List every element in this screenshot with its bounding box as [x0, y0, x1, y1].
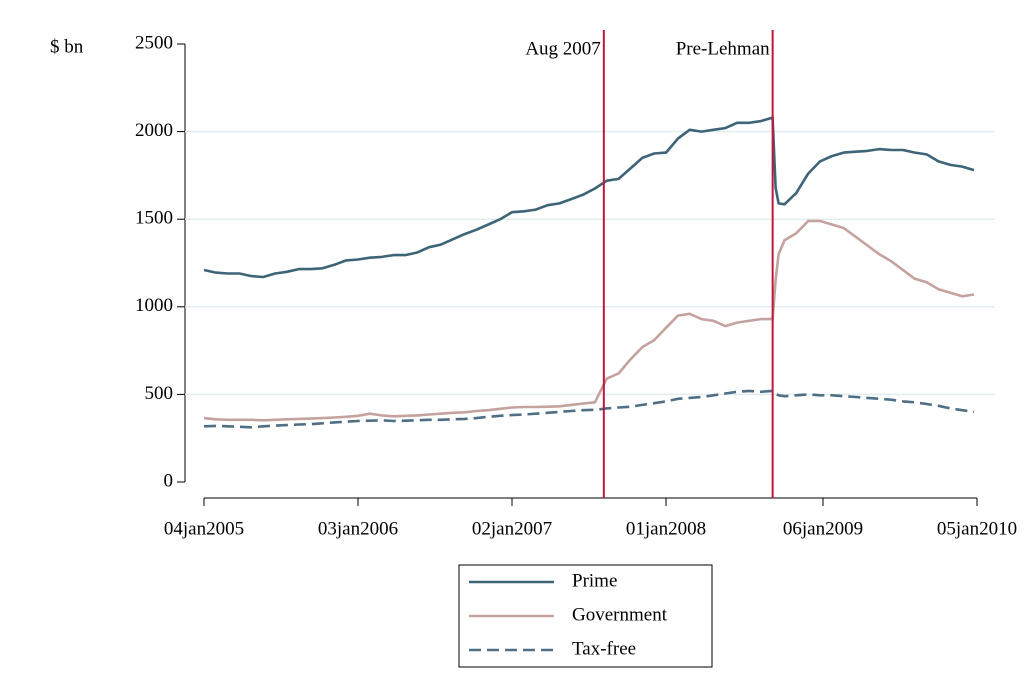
y-axis-label: $ bn: [50, 36, 84, 57]
event-label: Aug 2007: [525, 38, 600, 59]
legend-label: Government: [572, 604, 668, 625]
y-tick-label: 0: [164, 470, 174, 491]
y-tick-label: 1000: [135, 295, 173, 316]
legend-label: Prime: [572, 570, 617, 591]
x-tick-label: 01jan2008: [626, 518, 706, 539]
x-tick-label: 03jan2006: [318, 518, 398, 539]
x-tick-label: 06jan2009: [783, 518, 863, 539]
y-tick-label: 2500: [135, 32, 173, 53]
x-tick-label: 02jan2007: [472, 518, 552, 539]
event-label: Pre-Lehman: [676, 38, 770, 59]
y-tick-label: 500: [145, 383, 174, 404]
x-tick-label: 05jan2010: [937, 518, 1017, 539]
x-tick-label: 04jan2005: [164, 518, 244, 539]
series-line: [203, 116, 975, 279]
series-line: [203, 219, 975, 422]
series-line: [203, 389, 975, 429]
legend-label: Tax-free: [572, 638, 636, 659]
y-tick-label: 1500: [135, 208, 173, 229]
y-tick-label: 2000: [135, 120, 173, 141]
